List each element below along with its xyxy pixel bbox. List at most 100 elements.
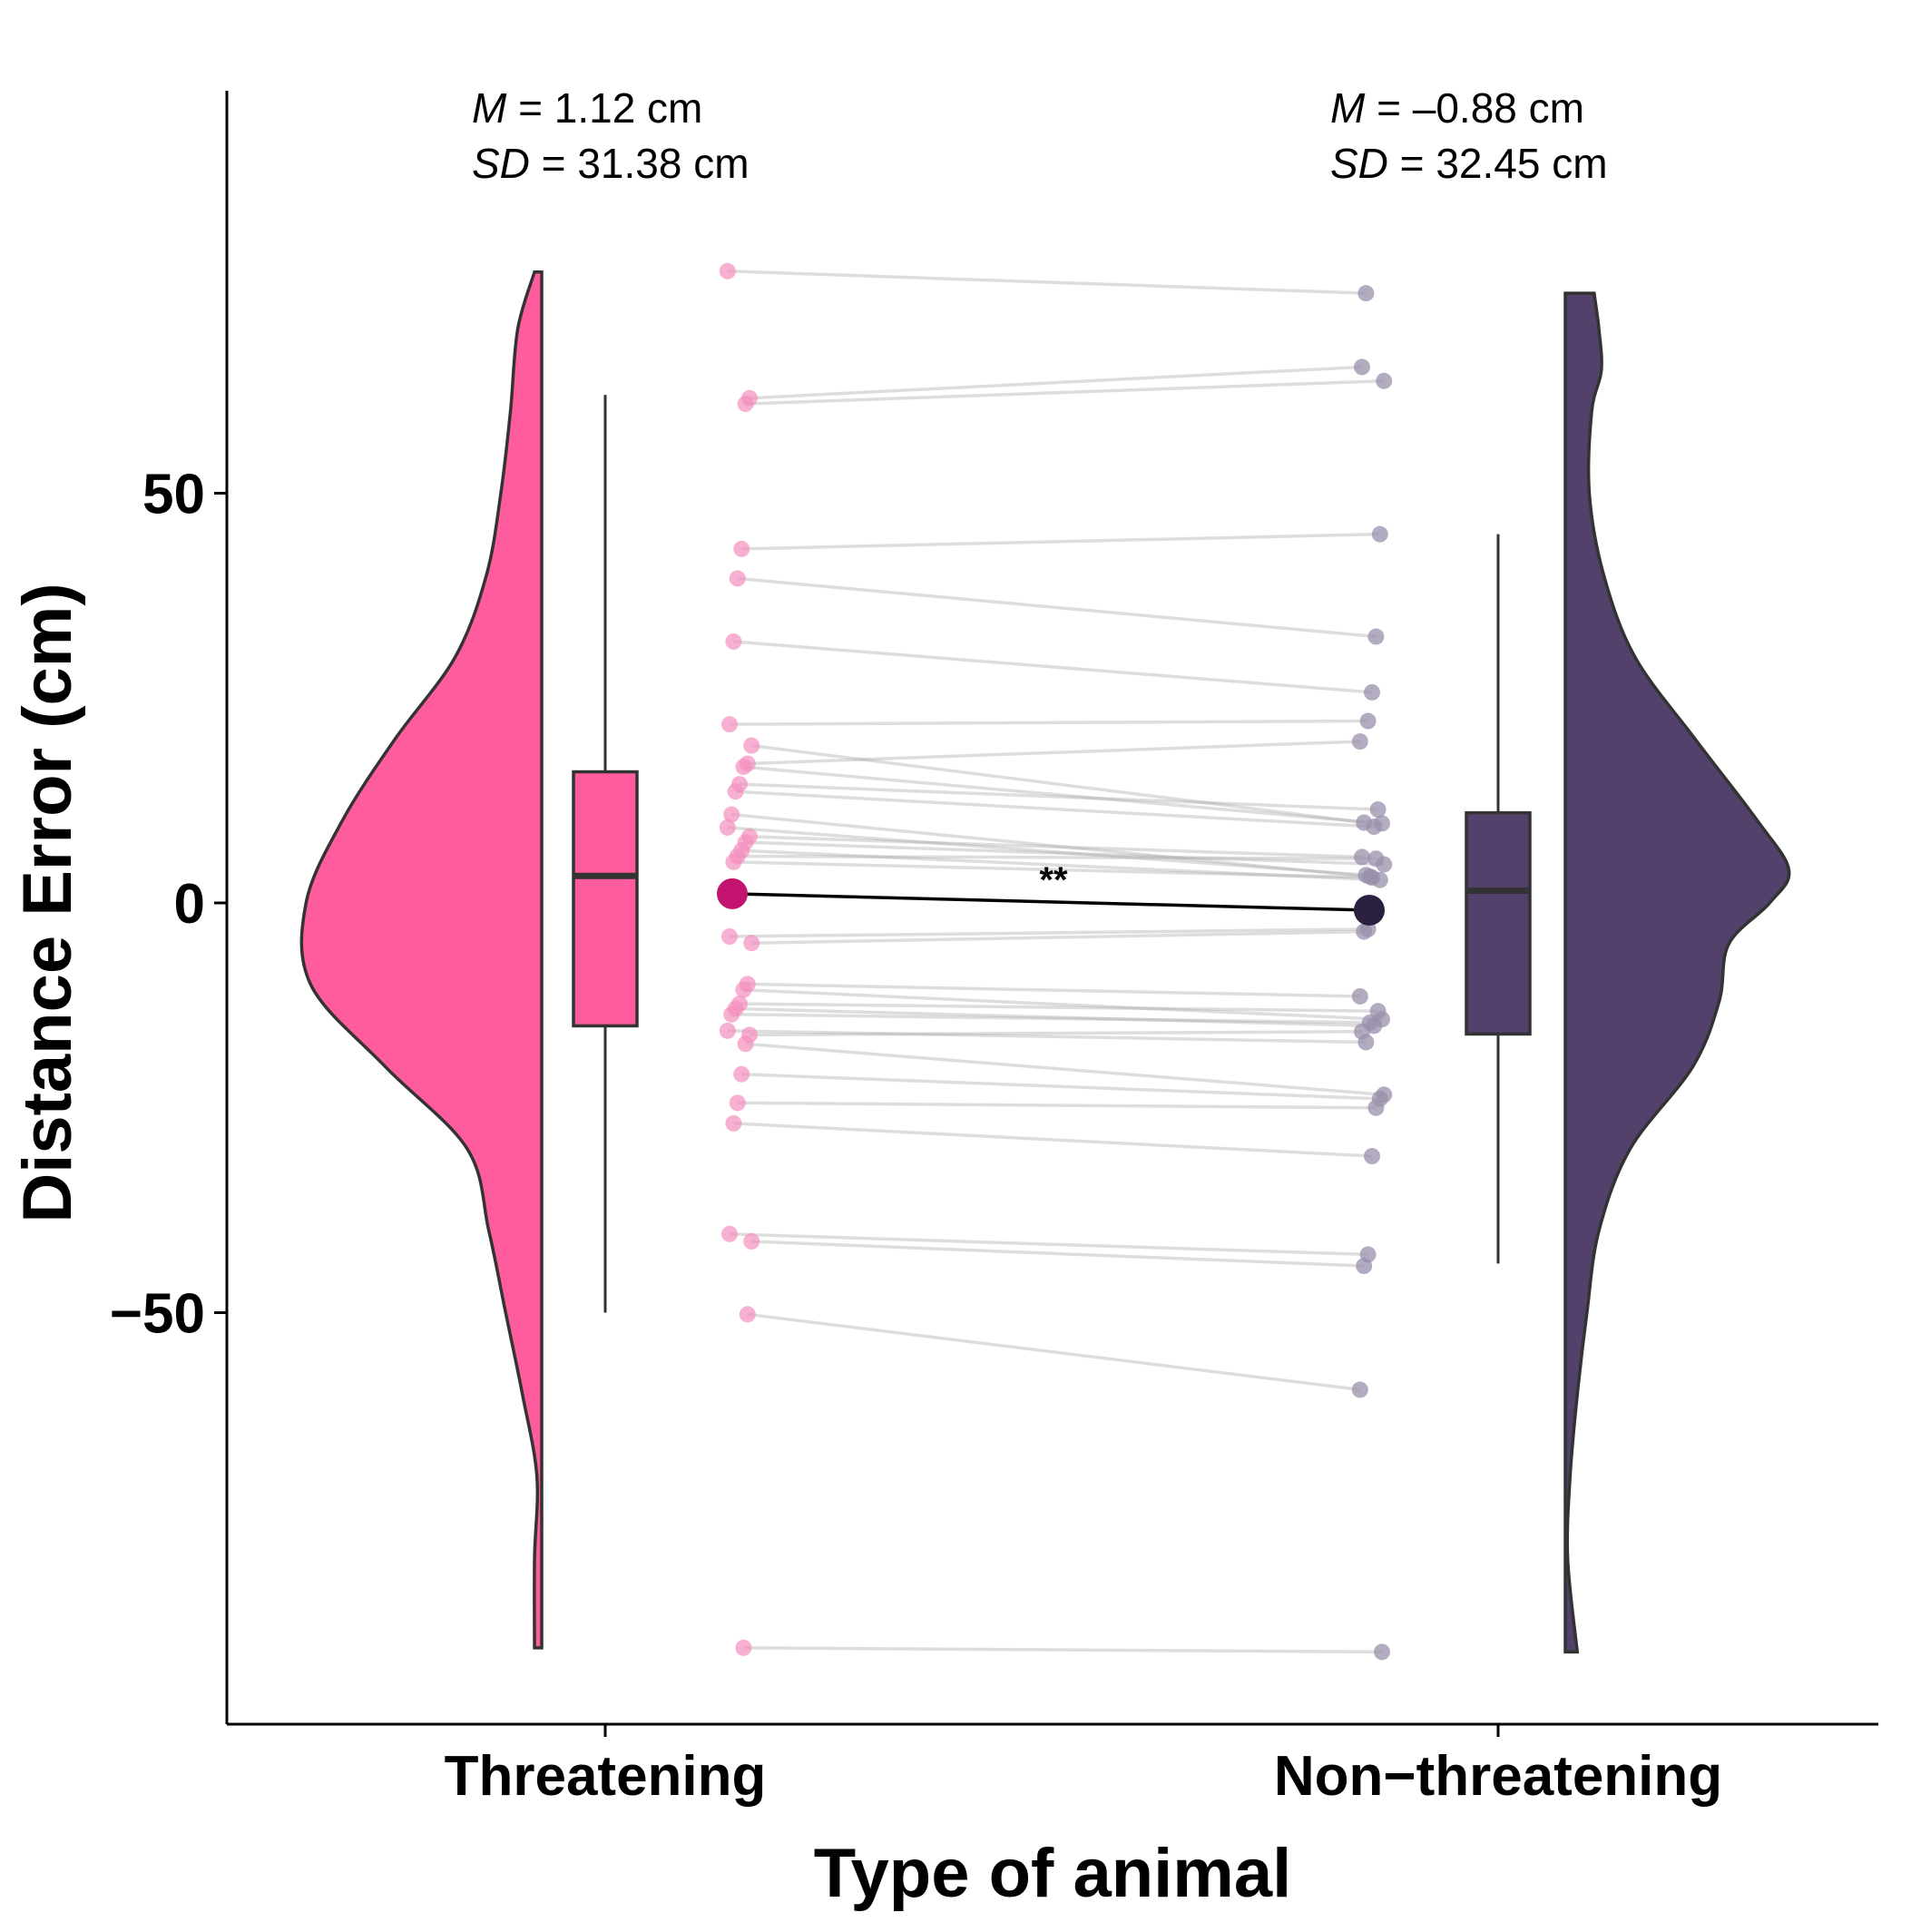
point-threatening bbox=[735, 981, 752, 998]
paired-line bbox=[733, 1122, 1373, 1158]
mean-threatening bbox=[717, 878, 748, 909]
paired-line bbox=[731, 1013, 1370, 1025]
point-nonthreatening bbox=[1356, 923, 1373, 940]
x-axis-title: Type of animal bbox=[814, 1835, 1291, 1912]
paired-line bbox=[731, 812, 1370, 878]
violin-nonthreatening bbox=[1563, 291, 1791, 1654]
paired-line bbox=[749, 365, 1363, 400]
y-tick-label: 0 bbox=[174, 873, 205, 936]
point-nonthreatening bbox=[1354, 1023, 1370, 1040]
point-nonthreatening bbox=[1351, 1381, 1368, 1398]
paired-line bbox=[739, 782, 1378, 811]
point-threatening bbox=[719, 1022, 736, 1039]
points-layer bbox=[719, 262, 1393, 1661]
stats-nonthreatening-sd: SD = 32.45 cm bbox=[1330, 140, 1608, 187]
paired-line bbox=[735, 789, 1375, 829]
axes-layer bbox=[225, 91, 1878, 1726]
point-threatening bbox=[721, 1225, 738, 1242]
paired-line bbox=[735, 1006, 1375, 1028]
point-threatening bbox=[719, 819, 736, 836]
stats-threatening-mean: M = 1.12 cm bbox=[472, 84, 702, 132]
point-nonthreatening bbox=[1376, 372, 1393, 389]
point-nonthreatening bbox=[1367, 850, 1385, 868]
box-threatening bbox=[572, 770, 639, 1028]
significance-label: ** bbox=[1039, 860, 1068, 900]
paired-line bbox=[739, 1002, 1378, 1013]
paired-line bbox=[733, 860, 1373, 879]
paired-line bbox=[747, 1312, 1361, 1392]
violin-layer bbox=[299, 270, 1791, 1654]
x-tick-label: Non−threatening bbox=[1274, 1745, 1722, 1808]
point-nonthreatening bbox=[1354, 358, 1370, 376]
point-nonthreatening bbox=[1354, 848, 1370, 866]
mean-connector bbox=[731, 892, 1370, 912]
paired-line bbox=[745, 840, 1385, 867]
point-nonthreatening bbox=[1364, 1148, 1380, 1165]
stats-nonthreatening-mean: M = –0.88 cm bbox=[1330, 84, 1584, 132]
point-threatening bbox=[737, 1035, 754, 1053]
point-nonthreatening bbox=[1369, 1003, 1387, 1020]
point-nonthreatening bbox=[1367, 628, 1385, 645]
point-nonthreatening bbox=[1357, 285, 1375, 302]
paired-line bbox=[729, 719, 1368, 726]
paired-line bbox=[741, 532, 1380, 551]
paired-line bbox=[751, 1240, 1365, 1268]
violin-threatening bbox=[299, 270, 544, 1650]
stats-threatening-sd: SD = 31.38 cm bbox=[472, 140, 750, 187]
boxplot-layer bbox=[572, 395, 1532, 1313]
point-threatening bbox=[725, 1114, 742, 1132]
paired-line bbox=[743, 987, 1383, 1021]
point-nonthreatening bbox=[1367, 1099, 1385, 1116]
paired-line bbox=[751, 929, 1365, 945]
point-threatening bbox=[729, 570, 746, 587]
point-nonthreatening bbox=[1351, 733, 1368, 750]
point-threatening bbox=[743, 935, 760, 952]
paired-line bbox=[727, 826, 1367, 878]
paired-line bbox=[745, 379, 1385, 406]
point-threatening bbox=[723, 1005, 740, 1023]
paired-line bbox=[743, 1646, 1383, 1654]
point-threatening bbox=[743, 737, 760, 754]
mean-nonthreatening bbox=[1354, 894, 1385, 926]
point-nonthreatening bbox=[1351, 987, 1368, 1005]
point-nonthreatening bbox=[1374, 1643, 1390, 1661]
paired-line bbox=[749, 835, 1363, 859]
point-nonthreatening bbox=[1366, 819, 1383, 836]
paired-line bbox=[733, 640, 1373, 694]
point-threatening bbox=[725, 853, 742, 870]
point-threatening bbox=[725, 633, 742, 650]
point-threatening bbox=[733, 1065, 750, 1083]
paired-lines-layer bbox=[727, 270, 1385, 1654]
point-nonthreatening bbox=[1371, 525, 1388, 543]
point-nonthreatening bbox=[1369, 801, 1387, 819]
paired-line bbox=[747, 982, 1360, 998]
point-threatening bbox=[729, 1094, 746, 1112]
point-nonthreatening bbox=[1364, 869, 1380, 887]
point-threatening bbox=[727, 783, 744, 800]
point-nonthreatening bbox=[1364, 683, 1380, 701]
ticks-layer: −50 0 50 Threatening Non−threatening bbox=[110, 464, 1722, 1809]
paired-line bbox=[745, 1042, 1385, 1097]
point-threatening bbox=[721, 928, 738, 946]
paired-line bbox=[749, 1030, 1363, 1037]
y-tick-label: 50 bbox=[142, 464, 205, 526]
paired-line bbox=[743, 765, 1383, 826]
point-threatening bbox=[739, 1306, 756, 1323]
paired-line bbox=[741, 848, 1380, 882]
paired-line bbox=[741, 1072, 1380, 1101]
paired-line bbox=[750, 743, 1365, 825]
paired-line bbox=[737, 1101, 1377, 1110]
paired-line bbox=[727, 1029, 1367, 1044]
paired-line bbox=[737, 854, 1377, 860]
paired-line bbox=[729, 927, 1368, 938]
point-threatening bbox=[719, 262, 736, 280]
point-threatening bbox=[743, 1232, 760, 1250]
point-threatening bbox=[721, 716, 738, 733]
paired-line bbox=[727, 270, 1367, 295]
paired-line bbox=[737, 576, 1377, 639]
point-threatening bbox=[735, 1639, 752, 1656]
x-tick-label: Threatening bbox=[445, 1745, 767, 1808]
point-threatening bbox=[735, 759, 752, 776]
point-nonthreatening bbox=[1359, 712, 1377, 730]
point-threatening bbox=[723, 806, 740, 823]
